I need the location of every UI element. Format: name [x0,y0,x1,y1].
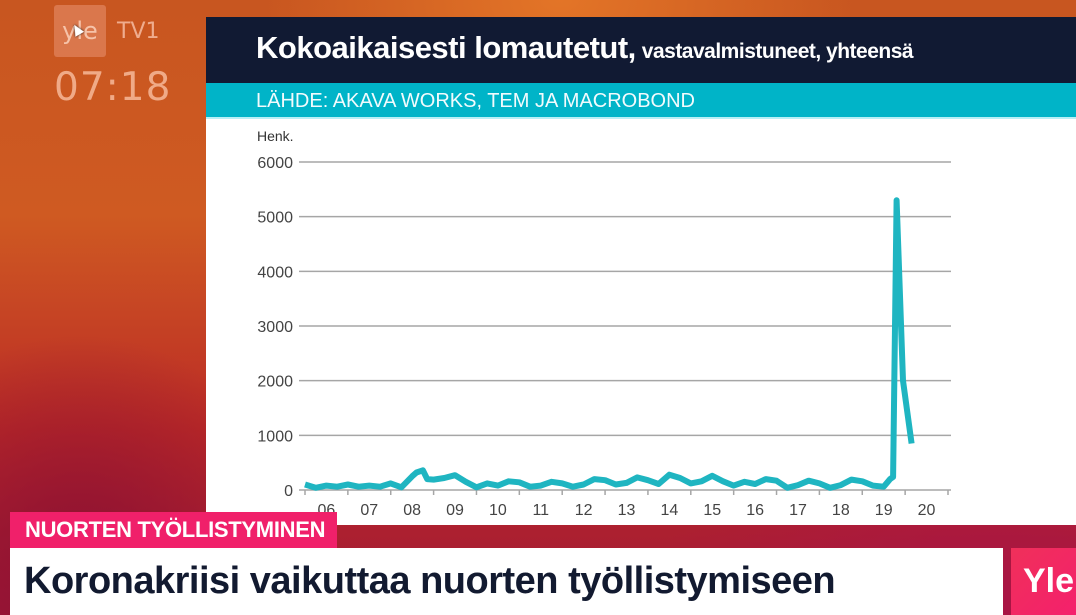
x-tick-label: 13 [618,502,636,519]
y-tick-label: 6000 [257,155,293,172]
x-tick-label: 19 [875,502,893,519]
x-tick-label: 15 [703,502,721,519]
yle-brand-box: Yle [1011,548,1076,615]
chart-title-bar: Kokoaikaisesti lomautetut, vastavalmistun… [206,17,1076,83]
chart-title: Kokoaikaisesti lomautetut, vastavalmistun… [256,30,914,66]
y-tick-label: 2000 [257,374,293,391]
x-tick-label: 14 [660,502,678,519]
clock: 07:18 [54,65,172,110]
yle-logo: yle [54,5,106,57]
y-tick-label: 1000 [257,428,293,445]
x-tick-label: 17 [789,502,807,519]
chart-title-main: Kokoaikaisesti lomautetut, [256,30,636,65]
x-tick-label: 10 [489,502,507,519]
x-tick-label: 16 [746,502,764,519]
channel-name: TV1 [117,19,160,44]
y-axis-label: Henk. [257,128,294,144]
x-tick-label: 09 [446,502,464,519]
y-tick-label: 4000 [257,264,293,281]
x-tick-label: 07 [360,502,378,519]
topic-label: NUORTEN TYÖLLISTYMINEN [10,512,338,548]
chart-title-sub: vastavalmistuneet, yhteensä [641,40,914,63]
chart-source: LÄHDE: AKAVA WORKS, TEM JA MACROBOND [206,83,1076,119]
news-headline: Koronakriisi vaikuttaa nuorten työllisty… [10,548,1003,615]
x-tick-label: 12 [575,502,593,519]
data-line [304,197,915,491]
x-tick-label: 20 [918,502,936,519]
x-tick-label: 08 [403,502,421,519]
y-tick-label: 5000 [257,210,293,227]
x-tick-label: 18 [832,502,850,519]
chart-panel: Kokoaikaisesti lomautetut, vastavalmistun… [206,17,1076,525]
x-tick-label: 11 [532,502,549,519]
y-tick-label: 3000 [257,319,293,336]
y-tick-label: 0 [284,483,293,500]
